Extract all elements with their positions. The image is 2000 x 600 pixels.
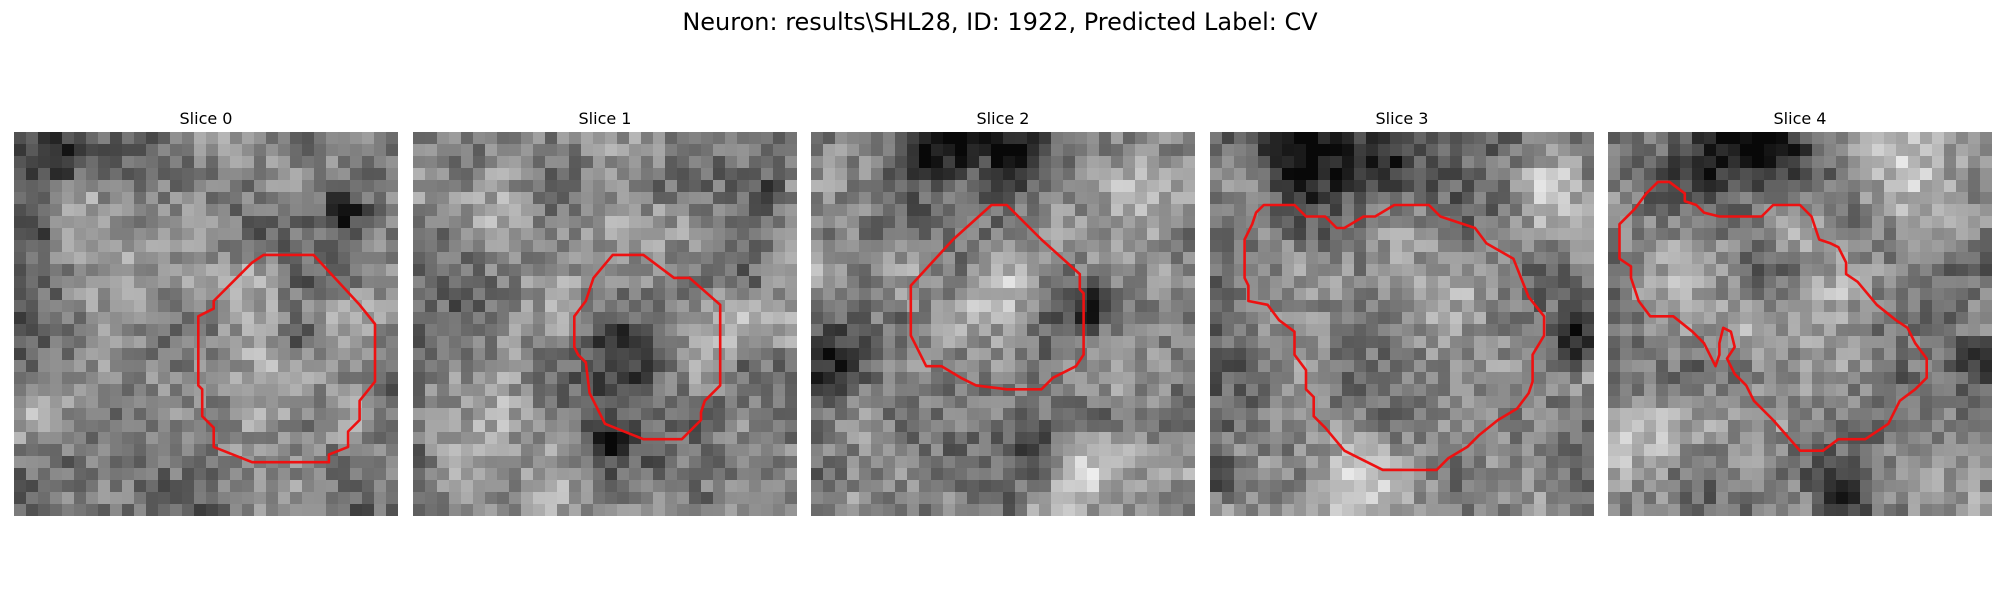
- slice-image-3: [1210, 132, 1594, 516]
- slice-panel-0: Slice 0: [14, 108, 398, 516]
- roi-contour: [1618, 180, 1929, 453]
- slice-pixels: [811, 132, 1195, 516]
- figure-title: Neuron: results\SHL28, ID: 1922, Predict…: [682, 8, 1318, 36]
- slice-title-4: Slice 4: [1773, 109, 1827, 128]
- slice-panel-4: Slice 4: [1608, 108, 1992, 516]
- slice-image-1: [413, 132, 797, 516]
- slice-pixels: [413, 132, 797, 516]
- slice-pixels: [1210, 132, 1594, 516]
- roi-contour: [909, 203, 1085, 391]
- slice-title-3: Slice 3: [1375, 109, 1429, 128]
- slice-image-0: [14, 132, 398, 516]
- slice-title-1: Slice 1: [578, 109, 632, 128]
- slice-title-2: Slice 2: [976, 109, 1030, 128]
- slice-panel-3: Slice 3: [1210, 108, 1594, 516]
- slice-pixels: [14, 132, 398, 516]
- slice-panel-1: Slice 1: [413, 108, 797, 516]
- slice-pixels: [1608, 132, 1992, 516]
- slice-panel-2: Slice 2: [811, 108, 1195, 516]
- slice-image-4: [1608, 132, 1992, 516]
- roi-contour: [1243, 203, 1546, 472]
- roi-contour: [573, 253, 722, 441]
- slice-title-0: Slice 0: [179, 109, 233, 128]
- slice-image-2: [811, 132, 1195, 516]
- roi-contour: [197, 253, 377, 464]
